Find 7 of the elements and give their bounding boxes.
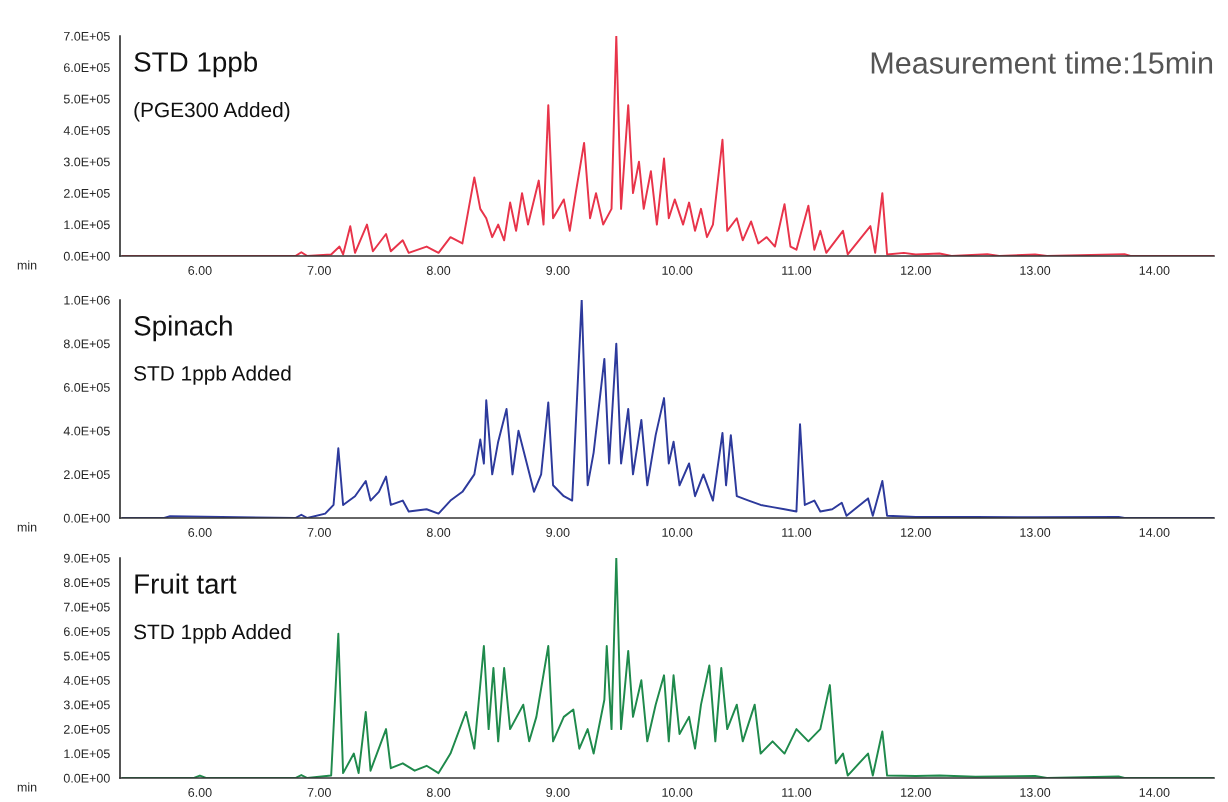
chart-title: Measurement time:15min — [871, 51, 1213, 74]
annotation: (PGE300 Added) — [134, 102, 290, 122]
annotation: STD 1ppb Added — [134, 624, 291, 644]
annotation: Spinach — [134, 315, 232, 342]
annotation: Fruit tart — [135, 573, 237, 594]
annotation: STD 1ppb Added — [134, 365, 291, 385]
annotation: STD 1ppb — [134, 51, 258, 78]
